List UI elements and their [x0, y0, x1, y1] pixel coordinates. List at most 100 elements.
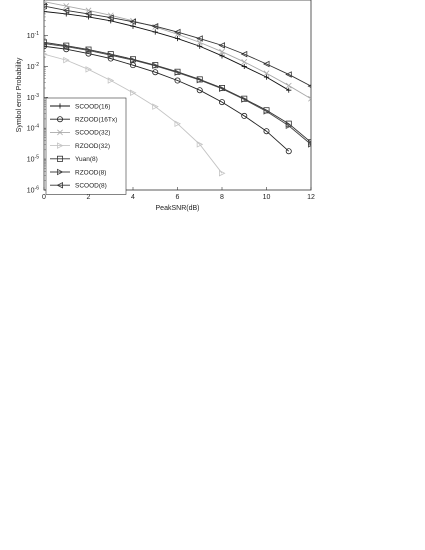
series-line	[44, 45, 290, 152]
legend-entry: SCOOD(8)	[50, 181, 107, 190]
legend-marker	[57, 155, 64, 162]
x-tick-label: 10	[263, 194, 271, 201]
data-point	[63, 11, 69, 17]
legend-label: RZOOD(32)	[75, 143, 110, 150]
data-point	[197, 43, 203, 49]
series-1	[44, 43, 292, 155]
data-point	[130, 56, 137, 64]
legend-label: RZOOD(16Tx)	[75, 117, 117, 124]
series-line	[44, 5, 311, 87]
x-tick-label: 4	[131, 194, 135, 201]
data-point	[174, 69, 181, 76]
legend-entry: RZOOD(16Tx)	[50, 116, 117, 124]
y-tick-label: 10-1	[27, 31, 39, 40]
data-point	[263, 60, 270, 68]
data-point	[85, 47, 92, 54]
legend-label: RZOOD(8)	[75, 169, 106, 176]
x-tick-label: 2	[87, 194, 91, 201]
y-tick-label: 10-5	[27, 155, 39, 164]
data-point	[285, 122, 293, 130]
series-5	[44, 41, 311, 148]
data-point	[241, 112, 248, 119]
data-point	[85, 66, 92, 73]
data-point	[218, 42, 225, 49]
data-point	[285, 71, 292, 78]
x-tick-label: 0	[42, 194, 46, 201]
legend-entry: RZOOD(8)	[50, 168, 106, 176]
data-point	[85, 50, 92, 57]
legend-marker	[56, 181, 63, 189]
legend: SCOOD(16) RZOOD(16Tx) SCOOD(32) RZOOD(32) Yu…	[45, 97, 127, 195]
data-point	[44, 0, 47, 5]
data-point	[263, 128, 270, 135]
data-point	[130, 89, 137, 97]
data-point	[44, 2, 47, 10]
data-point	[196, 35, 203, 42]
legend-marker	[57, 116, 64, 123]
y-tick-label: 10-3	[27, 93, 39, 102]
legend-entry: RZOOD(32)	[50, 142, 110, 150]
y-tick-label: 10-2	[27, 62, 39, 71]
y-tick-label: 10-4	[27, 124, 39, 133]
series-6	[44, 2, 311, 88]
x-tick-label: 8	[220, 194, 224, 201]
y-axis-label: Symbol error Probability	[16, 57, 23, 132]
data-point	[219, 85, 226, 92]
data-point	[285, 148, 292, 155]
data-point	[174, 35, 181, 42]
legend-marker	[57, 129, 63, 136]
legend-label: SCOOD(16)	[75, 103, 110, 110]
data-point	[152, 103, 159, 110]
data-point	[107, 77, 115, 84]
data-point	[263, 74, 270, 80]
series-line	[44, 43, 311, 145]
data-point	[196, 141, 204, 148]
data-point	[152, 62, 159, 70]
legend-box	[45, 97, 127, 195]
x-axis-label: PeakSNR(dB)	[156, 205, 200, 212]
series-line	[44, 53, 223, 174]
data-point	[107, 55, 114, 62]
data-point	[63, 43, 70, 50]
data-point	[308, 95, 311, 102]
data-point	[241, 96, 248, 103]
data-point	[107, 52, 115, 59]
data-point	[62, 7, 70, 14]
data-point	[286, 87, 292, 93]
data-point	[196, 76, 204, 84]
y-tick-label: 10-6	[27, 186, 39, 195]
x-tick-label: 12	[307, 194, 315, 201]
data-point	[219, 169, 226, 177]
data-point	[218, 99, 225, 106]
series-line	[44, 11, 289, 91]
data-point	[129, 62, 136, 69]
legend-label: SCOOD(32)	[75, 130, 110, 137]
x-tick-label: 6	[176, 194, 180, 201]
data-point	[174, 28, 181, 36]
data-point	[63, 56, 70, 64]
data-point	[130, 23, 136, 29]
legend-marker	[57, 142, 64, 149]
series-0	[44, 8, 292, 93]
data-point	[174, 120, 181, 127]
data-point	[151, 22, 159, 30]
data-point	[63, 3, 70, 9]
legend-entry: Yuan(8)	[50, 155, 98, 163]
legend-marker	[57, 168, 64, 176]
data-point	[85, 10, 92, 18]
data-point	[263, 70, 270, 77]
data-point	[219, 53, 225, 59]
legend-entry: SCOOD(16)	[50, 103, 110, 110]
data-point	[285, 82, 292, 89]
series-layer	[44, 0, 311, 177]
data-point	[241, 59, 248, 65]
legend-label: Yuan(8)	[75, 156, 98, 163]
data-point	[152, 29, 158, 35]
data-point	[219, 48, 225, 55]
data-point	[263, 108, 270, 115]
ticks-layer: 0 2 4 6 8 10 12 10-1 10-2 10-3 10-4 10-5 10-6	[27, 4, 315, 201]
data-point	[174, 77, 181, 84]
data-point	[308, 141, 311, 148]
